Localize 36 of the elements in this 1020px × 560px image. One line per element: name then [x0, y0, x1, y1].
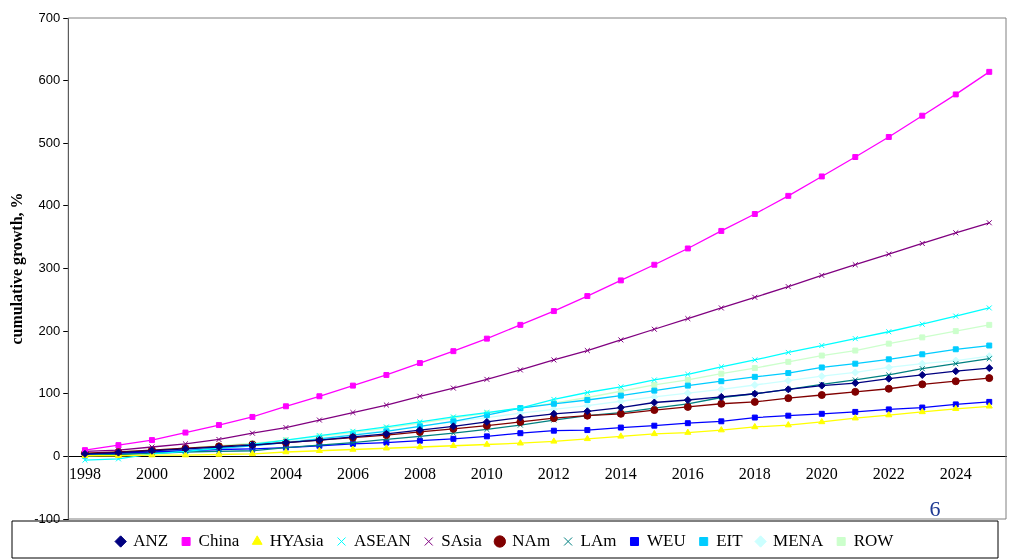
x-tick-label: 2020 [805, 465, 838, 483]
x-tick-label: 2010 [470, 465, 503, 483]
y-tick-label: 200 [38, 322, 61, 338]
y-tick-label: 700 [38, 9, 61, 25]
legend-label: EIT [716, 530, 744, 550]
x-tick-label: 2002 [202, 465, 235, 483]
x-tick-label: 2006 [336, 465, 369, 483]
x-tick-label: 2014 [604, 465, 637, 483]
x-tick-label: 2018 [738, 465, 771, 483]
x-tick-label: 2016 [671, 465, 704, 483]
legend-label: China [198, 530, 240, 550]
x-tick-label: 2024 [939, 465, 972, 483]
legend-label: MENA [773, 530, 824, 550]
y-axis-title: cumulative growth, % [7, 192, 26, 345]
legend-label: WEU [646, 530, 686, 550]
y-tick-label: 500 [38, 134, 61, 150]
legend-label: HYAsia [269, 530, 324, 550]
annotation: 6 [929, 495, 941, 521]
y-tick-label: 300 [38, 260, 61, 276]
legend-label: NAm [512, 530, 551, 550]
legend-label: LAm [580, 530, 617, 550]
x-tick-label: 2008 [403, 465, 436, 483]
legend-label: SAsia [441, 530, 483, 550]
y-tick-label: 400 [38, 197, 61, 213]
y-tick-label: -100 [34, 510, 61, 526]
x-tick-label: 2000 [135, 465, 168, 483]
legend-label: ASEAN [354, 530, 411, 550]
legend-label: ANZ [133, 530, 169, 550]
y-tick-label: 100 [38, 385, 61, 401]
x-tick-label: 2004 [269, 465, 302, 483]
legend-label: ROW [853, 530, 895, 550]
y-tick-label: 600 [38, 72, 61, 88]
x-tick-label: 2022 [872, 465, 905, 483]
x-tick-label: 1998 [68, 465, 101, 483]
y-tick-label: 0 [52, 447, 61, 463]
x-tick-label: 2012 [537, 465, 570, 483]
